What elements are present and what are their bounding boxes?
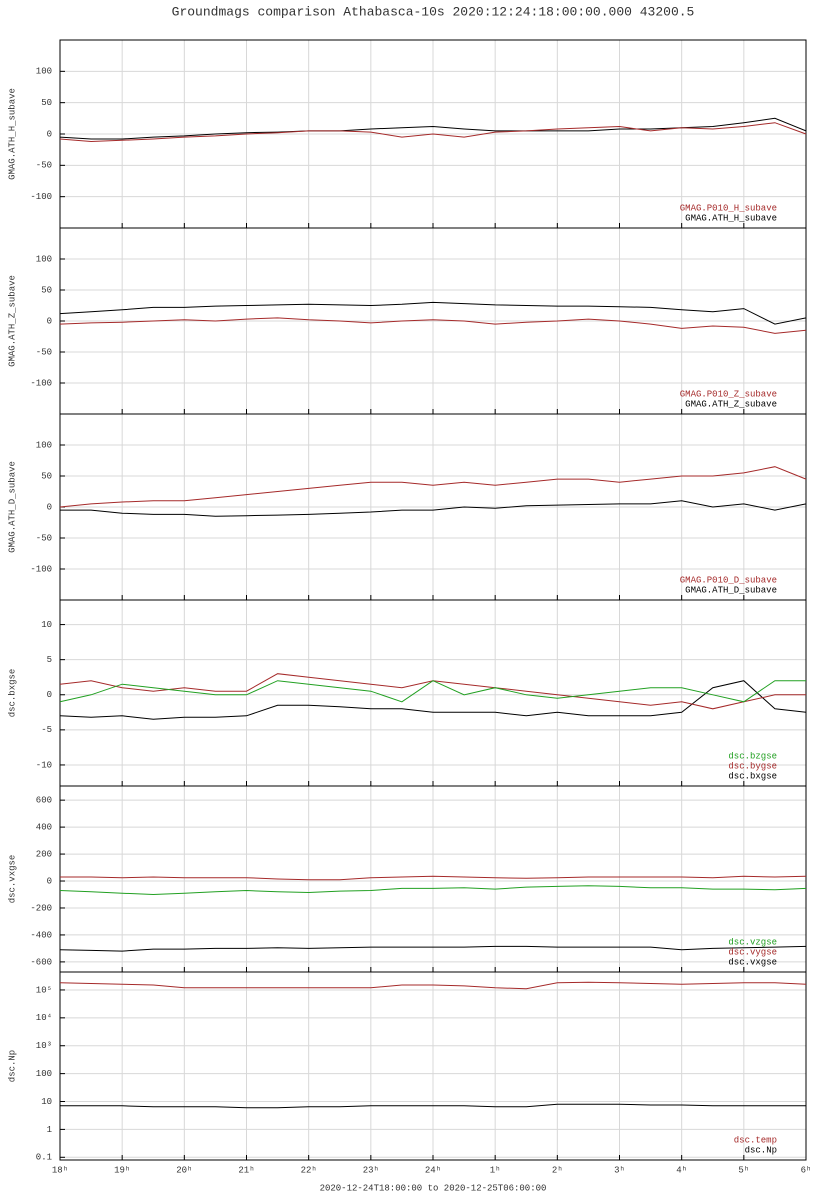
y-tick-label: 100	[36, 1069, 52, 1079]
panel-frame	[59, 971, 807, 1161]
x-tick-label: 3ʰ	[614, 1165, 625, 1175]
y-tick-label: 100	[36, 254, 52, 264]
y-axis-label: GMAG.ATH_Z_subave	[7, 275, 17, 367]
x-tick-label: 5ʰ	[738, 1165, 749, 1175]
legend-entry: GMAG.ATH_H_subave	[685, 213, 777, 223]
x-tick-label: 21ʰ	[238, 1165, 254, 1175]
x-tick-label: 20ʰ	[176, 1165, 192, 1175]
legend-entry: dsc.temp	[734, 1135, 777, 1145]
legend-entry: GMAG.P010_H_subave	[680, 203, 777, 213]
y-tick-label: -5	[41, 725, 52, 735]
legend-entry: GMAG.ATH_D_subave	[685, 585, 777, 595]
series-line	[59, 680, 807, 720]
y-tick-label: -10	[36, 760, 52, 770]
y-tick-label: 1	[47, 1125, 52, 1135]
series-line	[60, 500, 807, 517]
y-tick-label: 0	[47, 129, 52, 139]
series-line	[59, 945, 807, 952]
y-tick-label: 200	[36, 849, 52, 859]
y-tick-label: 50	[41, 98, 52, 108]
y-axis-label: dsc.vxgse	[7, 855, 17, 904]
y-tick-label: 10⁴	[36, 1012, 52, 1023]
y-tick-label: -600	[30, 957, 52, 967]
series-line	[59, 680, 806, 703]
y-tick-label: -100	[30, 192, 52, 202]
y-axis-label: GMAG.ATH_D_subave	[7, 461, 17, 553]
legend-entry: dsc.vygse	[728, 947, 777, 957]
x-tick-label: 23ʰ	[363, 1165, 379, 1175]
series-line	[59, 981, 807, 990]
y-axis-label: GMAG.ATH_H_subave	[7, 88, 17, 180]
y-tick-label: -200	[30, 903, 52, 913]
y-tick-label: 100	[36, 440, 52, 450]
y-tick-label: 100	[36, 67, 52, 77]
y-tick-label: 10	[41, 620, 52, 630]
y-tick-label: 10⁵	[36, 985, 52, 995]
chart-title: Groundmags comparison Athabasca-10s 2020…	[172, 4, 695, 19]
y-tick-label: -100	[30, 564, 52, 574]
y-tick-label: 0	[47, 876, 52, 886]
legend-entry: dsc.vzgse	[728, 937, 777, 947]
y-axis-label: dsc.Np	[7, 1050, 17, 1082]
legend-entry: dsc.bzgse	[728, 751, 777, 761]
x-tick-label: 22ʰ	[301, 1165, 317, 1175]
legend-entry: GMAG.P010_Z_subave	[680, 389, 777, 399]
x-axis-label: 2020-12-24T18:00:00 to 2020-12-25T06:00:…	[320, 1183, 547, 1193]
legend-entry: dsc.vxgse	[728, 957, 777, 967]
y-tick-label: -100	[30, 378, 52, 388]
y-tick-label: -400	[30, 930, 52, 940]
legend-entry: dsc.bygse	[728, 761, 777, 771]
y-axis-label: dsc.bxgse	[7, 669, 17, 718]
legend-entry: GMAG.P010_D_subave	[680, 575, 777, 585]
series-line	[59, 466, 807, 508]
legend-entry: GMAG.ATH_Z_subave	[685, 399, 777, 409]
y-tick-label: 5	[47, 655, 52, 665]
x-tick-label: 2ʰ	[552, 1165, 563, 1175]
y-tick-label: -50	[36, 533, 52, 543]
x-tick-label: 24ʰ	[425, 1165, 441, 1175]
x-tick-label: 19ʰ	[114, 1165, 130, 1175]
y-tick-label: 600	[36, 796, 52, 806]
legend-entry: dsc.Np	[745, 1145, 777, 1155]
x-tick-label: 1ʰ	[490, 1165, 501, 1175]
y-tick-label: 0	[47, 690, 52, 700]
x-tick-label: 18ʰ	[52, 1165, 68, 1175]
y-tick-label: 0	[47, 316, 52, 326]
y-tick-label: 0	[47, 502, 52, 512]
x-tick-label: 6ʰ	[801, 1165, 812, 1175]
y-tick-label: 50	[41, 471, 52, 481]
series-line	[59, 301, 807, 325]
series-line	[60, 875, 807, 881]
series-line	[60, 1103, 806, 1109]
y-tick-label: 50	[41, 285, 52, 295]
x-tick-label: 4ʰ	[676, 1165, 687, 1175]
legend-entry: dsc.bxgse	[728, 771, 777, 781]
y-tick-label: 10³	[36, 1041, 52, 1051]
series-line	[59, 317, 807, 334]
y-tick-label: 400	[36, 822, 52, 832]
y-tick-label: -50	[36, 347, 52, 357]
series-line	[59, 122, 807, 143]
y-tick-label: -50	[36, 161, 52, 171]
y-tick-label: 0.1	[36, 1153, 52, 1163]
series-line	[59, 885, 807, 896]
y-tick-label: 10	[41, 1097, 52, 1107]
